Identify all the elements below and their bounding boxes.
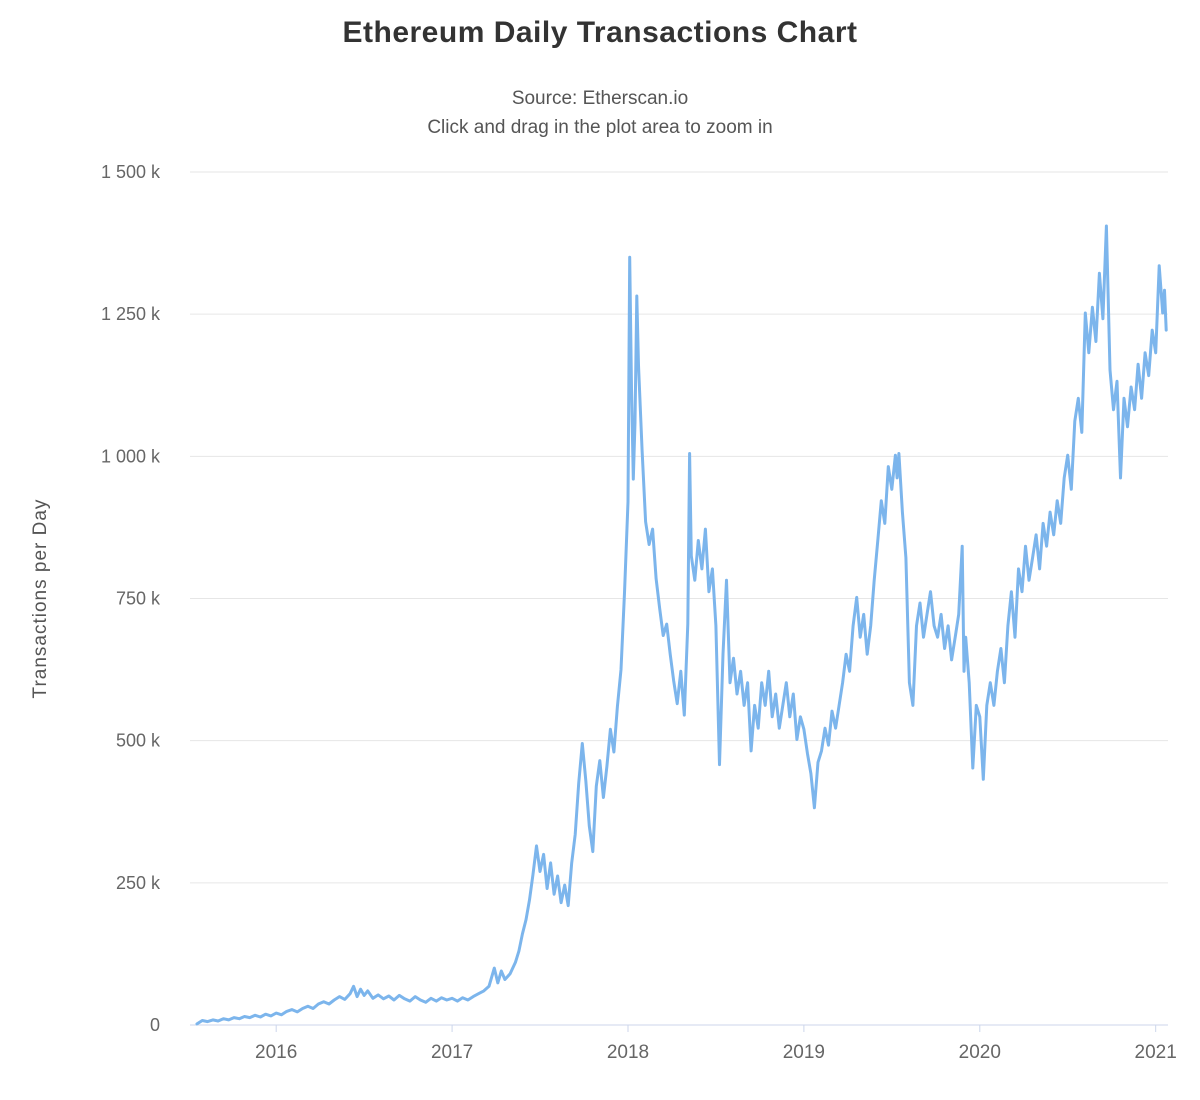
x-tick-label: 2020	[959, 1042, 1001, 1063]
series-line	[195, 224, 1168, 1026]
chart-subtitle: Source: Etherscan.io Click and drag in t…	[0, 84, 1200, 142]
y-tick-label: 1 500 k	[101, 162, 161, 182]
x-tick-label: 2016	[255, 1042, 297, 1063]
x-tick-label: 2019	[783, 1042, 825, 1063]
y-axis-title: Transactions per Day	[30, 499, 51, 699]
chart-zoom-hint-text: Click and drag in the plot area to zoom …	[427, 117, 773, 138]
y-tick-label: 0	[150, 1015, 160, 1035]
x-tick-label: 2021	[1135, 1042, 1177, 1063]
x-tick-label: 2017	[431, 1042, 473, 1063]
y-tick-label: 250 k	[116, 873, 161, 893]
plot-area[interactable]	[190, 172, 1168, 1025]
chart-source-text: Source: Etherscan.io	[511, 88, 689, 109]
y-tick-label: 1 250 k	[101, 304, 161, 324]
y-tick-label: 500 k	[116, 731, 161, 751]
y-tick-label: 750 k	[116, 589, 161, 609]
x-tick-label: 2018	[607, 1042, 649, 1063]
y-tick-label: 1 000 k	[101, 446, 161, 466]
chart-title: Ethereum Daily Transactions Chart	[342, 16, 858, 49]
